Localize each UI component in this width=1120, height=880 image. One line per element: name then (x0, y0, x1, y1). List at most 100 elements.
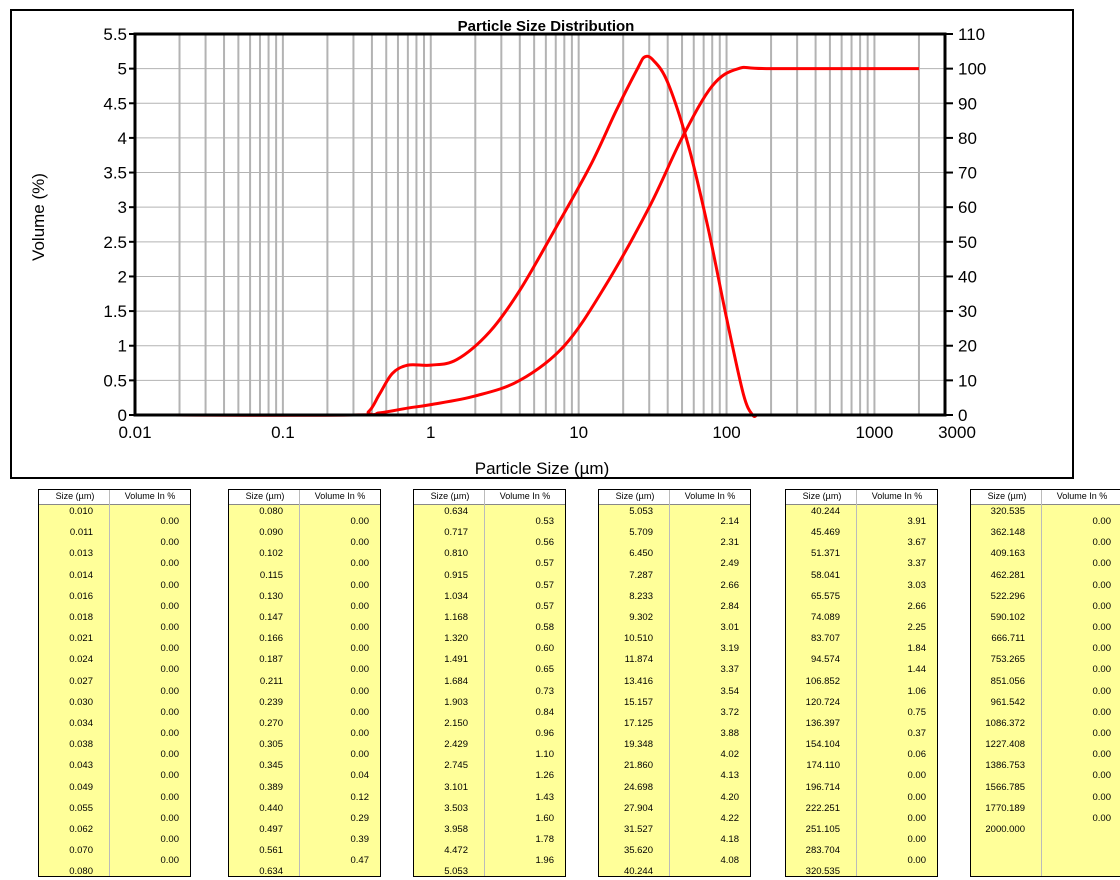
size-cell: 0.021 (69, 633, 93, 645)
right-axis-tick-label: 20 (958, 337, 977, 356)
volume-cell: 2.66 (907, 600, 927, 612)
volume-column-header: Volume In % (684, 491, 736, 501)
volume-cell: 1.60 (535, 812, 555, 824)
size-cell: 753.265 (990, 654, 1025, 666)
size-cell: 0.130 (259, 590, 283, 602)
left-axis-tick-label: 5.5 (103, 25, 127, 44)
volume-cell: 0.00 (160, 728, 180, 739)
size-column-header: Size (µm) (55, 491, 95, 501)
cumulative-volume-curve (172, 65, 919, 417)
volume-cell: 0.00 (1092, 749, 1112, 761)
size-cell: 961.542 (990, 696, 1025, 708)
volume-cell: 0.12 (350, 791, 370, 803)
size-cell: 15.157 (623, 696, 653, 708)
size-cell: 120.724 (805, 696, 840, 708)
table-header: Size (µm) Volume In % (971, 490, 1120, 505)
volume-cell: 0.58 (535, 622, 555, 633)
volume-cell: 1.43 (535, 791, 555, 803)
volume-cell: 0.37 (907, 728, 927, 739)
size-cell: 8.233 (629, 590, 653, 602)
size-volume-table: Size (µm) Volume In % 0.010 0.011 0.013 0.014… (38, 489, 191, 877)
volume-cell: 0.00 (1092, 812, 1112, 824)
left-axis-tick-label: 3 (118, 198, 127, 217)
size-cell: 74.089 (810, 612, 840, 623)
volume-cell: 0.00 (1092, 728, 1112, 739)
size-cell: 196.714 (805, 781, 840, 793)
size-cell: 1086.372 (985, 718, 1025, 729)
size-cell: 1.320 (444, 633, 468, 645)
left-axis-tick-label: 3.5 (103, 164, 127, 183)
left-axis-tick-label: 4 (118, 129, 127, 148)
volume-cell: 2.66 (720, 579, 740, 591)
volume-cell: 0.00 (350, 643, 370, 655)
size-cell: 0.016 (69, 590, 93, 602)
size-column-header: Size (µm) (430, 491, 470, 501)
size-cell: 0.389 (259, 781, 283, 793)
size-cell: 0.147 (259, 612, 283, 623)
column-separator (484, 490, 485, 876)
volume-cell: 0.00 (907, 834, 927, 845)
size-column-header: Size (µm) (615, 491, 655, 501)
volume-cell: 0.00 (1092, 664, 1112, 676)
volume-cell: 0.00 (160, 770, 180, 782)
volume-cell: 2.14 (720, 516, 740, 527)
size-cell: 0.915 (444, 569, 468, 581)
x-axis-tick-label: 10 (569, 423, 588, 442)
volume-cell: 0.00 (350, 579, 370, 591)
size-cell: 409.163 (990, 548, 1025, 560)
size-cell: 0.115 (259, 569, 283, 581)
volume-cell: 0.57 (535, 558, 555, 570)
volume-cell: 1.10 (535, 749, 555, 761)
size-cell: 27.904 (623, 802, 653, 814)
size-cell: 2.429 (444, 739, 468, 751)
size-cell: 0.027 (69, 675, 93, 687)
volume-cell: 0.00 (160, 706, 180, 718)
size-cell: 106.852 (805, 675, 840, 687)
right-axis-tick-label: 60 (958, 198, 977, 217)
size-cell: 1.684 (444, 675, 468, 687)
size-cell: 17.125 (623, 718, 653, 729)
size-volume-table: Size (µm) Volume In % 320.535 362.148 409.16… (970, 489, 1120, 877)
size-cell: 1566.785 (985, 781, 1025, 793)
volume-cell: 3.37 (907, 558, 927, 570)
size-cell: 0.080 (69, 866, 93, 877)
volume-cell: 0.00 (907, 812, 927, 824)
plot-area-border (133, 32, 947, 417)
size-cell: 0.034 (69, 718, 93, 729)
right-axis-tick-label: 50 (958, 233, 977, 252)
size-cell: 666.711 (991, 633, 1025, 645)
size-cell: 362.148 (990, 527, 1025, 539)
particle-size-chart: 0 0.5 1 1.5 2 2.5 3 3.5 4 4.5 5 5.5 0 10 20 30 40 50 60 70… (12, 11, 1072, 477)
size-cell: 0.090 (259, 527, 283, 539)
volume-cell: 0.00 (907, 791, 927, 803)
size-cell: 0.102 (259, 548, 283, 560)
volume-cell: 0.47 (350, 855, 370, 867)
size-cell: 0.166 (259, 633, 283, 645)
x-axis-tick-label: 1000 (856, 423, 894, 442)
size-cell: 0.014 (69, 569, 93, 581)
x-axis-tick-label: 0.01 (118, 423, 151, 442)
volume-cell: 0.75 (907, 706, 927, 718)
volume-cell: 0.00 (1092, 516, 1112, 527)
volume-cell: 0.00 (1092, 643, 1112, 655)
volume-cell: 0.00 (1092, 622, 1112, 633)
size-cell: 522.296 (990, 590, 1025, 602)
size-cell: 462.281 (990, 569, 1025, 581)
size-cell: 9.302 (629, 612, 653, 623)
size-cell: 0.634 (444, 506, 468, 517)
chart-title: Particle Size Distribution (458, 18, 635, 35)
right-axis-tick-label: 100 (958, 60, 986, 79)
size-cell: 2.745 (444, 760, 468, 772)
size-volume-table: Size (µm) Volume In % 5.053 5.709 6.450 7.287… (598, 489, 751, 877)
column-separator (1041, 490, 1042, 876)
right-axis-tick-label: 40 (958, 267, 977, 286)
volume-cell: 0.00 (350, 558, 370, 570)
volume-cell: 4.02 (720, 749, 740, 761)
x-axis-tick-label: 100 (712, 423, 740, 442)
volume-cell: 0.96 (535, 728, 555, 739)
size-cell: 6.450 (629, 548, 653, 560)
volume-cell: 0.00 (350, 706, 370, 718)
size-column-header: Size (µm) (245, 491, 285, 501)
volume-cell: 0.00 (1092, 685, 1112, 697)
size-cell: 5.709 (629, 527, 653, 539)
